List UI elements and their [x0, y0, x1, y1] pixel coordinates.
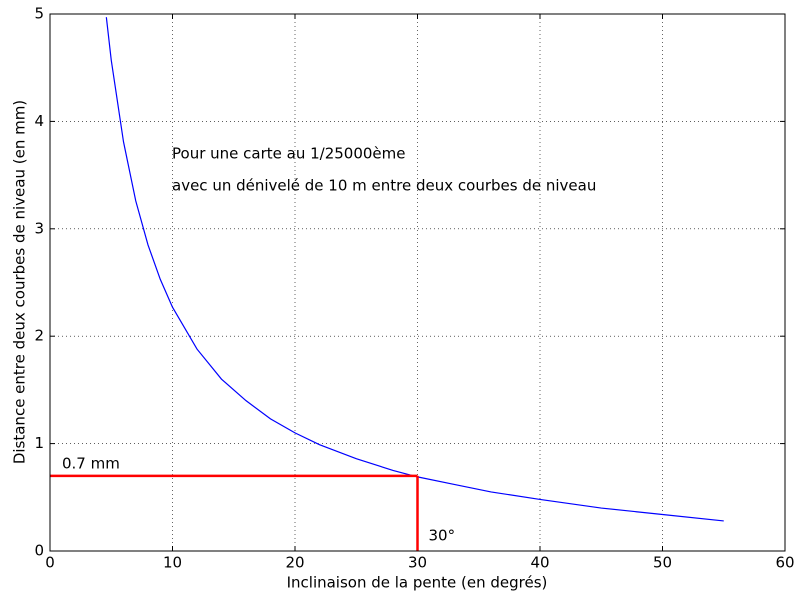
- x-tick-label: 60: [775, 554, 794, 572]
- x-axis-label: Inclinaison de la pente (en degrés): [287, 574, 548, 592]
- plot-frame: [49, 13, 786, 552]
- x-tick-label: 50: [653, 554, 672, 572]
- x-tick-label: 20: [285, 554, 304, 572]
- x-tick-label: 40: [530, 554, 549, 572]
- x-tick-label: 30: [408, 554, 427, 572]
- x-tick-label: 10: [163, 554, 182, 572]
- annotation: avec un dénivelé de 10 m entre deux cour…: [172, 177, 596, 195]
- y-tick-label: 2: [34, 327, 44, 345]
- y-tick-label: 0: [34, 542, 44, 560]
- reference-x-label: 30°: [429, 527, 456, 545]
- y-tick-label: 1: [34, 434, 44, 452]
- data-line: [105, 17, 724, 522]
- y-tick-label: 3: [34, 219, 44, 237]
- y-axis-label: Distance entre deux courbes de niveau (e…: [11, 100, 29, 464]
- annotation: Pour une carte au 1/25000ème: [172, 145, 405, 163]
- x-tick-label: 0: [45, 554, 55, 572]
- y-tick-label: 4: [34, 112, 44, 130]
- reference-y-label: 0.7 mm: [62, 454, 120, 472]
- y-tick-label: 5: [34, 5, 44, 23]
